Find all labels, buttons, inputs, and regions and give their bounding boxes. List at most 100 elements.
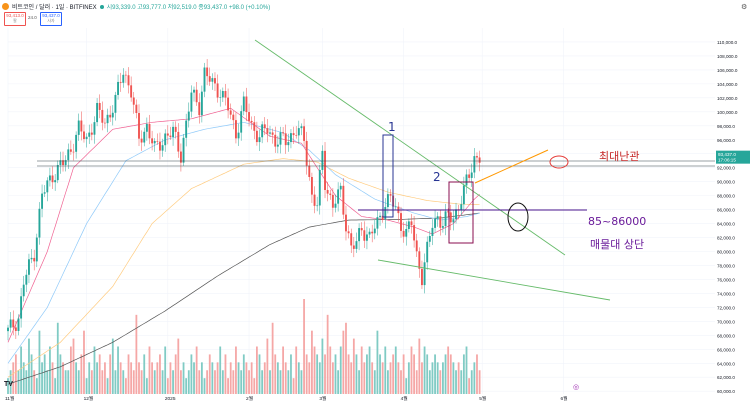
market-status-icon [99, 4, 104, 9]
candle-body [7, 327, 9, 332]
volume-bar [287, 370, 290, 394]
volume-bar [143, 354, 146, 394]
volume-bar [371, 362, 374, 394]
y-tick-label: 86,000.0 [717, 208, 735, 213]
moving-average-ma_long [7, 158, 480, 378]
settings-gear-icon[interactable]: ⚙ [741, 4, 748, 11]
volume-bar [337, 370, 340, 394]
buy-button[interactable]: 93,437.0 사자 [40, 12, 62, 26]
volume-bar [470, 370, 473, 394]
volume-bar [460, 370, 463, 394]
spread-value: 24.0 [28, 15, 37, 20]
channel-top-line[interactable] [474, 149, 549, 184]
y-tick-label: 102,000.0 [717, 96, 738, 101]
volume-bar [80, 354, 83, 394]
candle-body [394, 206, 397, 208]
y-tick-label: 82,000.0 [717, 236, 735, 241]
tradingview-logo-icon[interactable]: TV [4, 381, 13, 388]
candle-body [452, 219, 455, 223]
candle-body [35, 237, 38, 262]
candle-body [177, 131, 180, 152]
volume-bar [421, 362, 423, 394]
volume-bar [20, 346, 22, 394]
candle-body [38, 208, 41, 238]
volume-bar [198, 370, 201, 394]
volume-bar [64, 370, 67, 394]
volume-bar [290, 354, 292, 394]
volume-bar [329, 346, 332, 394]
volume-bar [59, 354, 62, 394]
candle-body [365, 234, 368, 241]
volume-bar [415, 370, 418, 394]
candle-body [67, 149, 70, 161]
candle-body [182, 137, 185, 163]
volume-bar [187, 370, 190, 394]
volume-bar [331, 362, 334, 394]
volume-bar [161, 370, 164, 394]
volume-bar [242, 354, 245, 394]
candle-body [266, 128, 269, 134]
candle-body [473, 156, 476, 173]
volume-bar [381, 362, 384, 394]
y-tick-label: 66,000.0 [717, 347, 735, 352]
volume-bar [431, 362, 434, 394]
candle-body [211, 78, 214, 82]
volume-bar [117, 346, 119, 394]
candle-body [360, 228, 363, 231]
candle-body [245, 96, 248, 113]
volume-bar [407, 362, 410, 394]
candle-body [56, 164, 59, 181]
candle-body [337, 189, 340, 204]
x-tick-label: 12월 [84, 395, 94, 402]
resistance-circle[interactable] [549, 155, 569, 169]
candle-body [214, 78, 216, 84]
candle-body [300, 126, 303, 129]
candle-body [33, 257, 36, 262]
volume-bar [405, 378, 408, 394]
candle-body [85, 136, 88, 140]
y-tick-label: 96,000.0 [717, 138, 735, 143]
goto-realtime-icon[interactable]: ◎ [573, 384, 580, 391]
descending-trendline-lower[interactable] [377, 259, 611, 301]
volume-bar [426, 354, 429, 394]
volume-bar [14, 354, 17, 394]
box-2[interactable] [448, 181, 474, 244]
candle-body [143, 131, 146, 143]
volume-bar [25, 370, 28, 394]
volume-bar [148, 346, 151, 394]
candle-body [41, 193, 44, 209]
sell-button[interactable]: 93,413.0 팔 [4, 12, 26, 26]
candle-body [62, 160, 64, 166]
volume-bar [219, 346, 222, 394]
candle-body [237, 132, 240, 139]
volume-bar [54, 378, 57, 394]
symbol-title[interactable]: 비트코인 / 달러 · 1일 · BITFINEX [12, 5, 97, 11]
support-circle[interactable] [507, 202, 529, 232]
candle-body [20, 296, 23, 319]
candle-body [447, 211, 450, 213]
candle-body [460, 204, 463, 211]
candle-body [151, 138, 154, 144]
box-1[interactable] [382, 134, 394, 218]
candle-body [379, 215, 381, 218]
volume-bar [130, 362, 133, 394]
candle-body [12, 319, 15, 328]
volume-bar [394, 346, 397, 394]
candle-body [111, 112, 114, 118]
volume-bar [269, 370, 271, 394]
y-tick-label: 62,000.0 [717, 375, 735, 380]
volume-bar [35, 378, 38, 394]
volume-bar [263, 362, 266, 394]
descending-trendline-upper[interactable] [254, 39, 566, 256]
candle-body [434, 218, 437, 228]
y-tick-label: 60,000.0 [717, 389, 735, 394]
candle-body [22, 284, 25, 297]
candle-body [17, 318, 20, 331]
candle-body [449, 212, 452, 223]
volume-bar [465, 346, 468, 394]
volume-bar [98, 354, 101, 394]
candle-body [371, 231, 374, 234]
candle-body [14, 327, 17, 331]
volume-bar [442, 362, 444, 394]
